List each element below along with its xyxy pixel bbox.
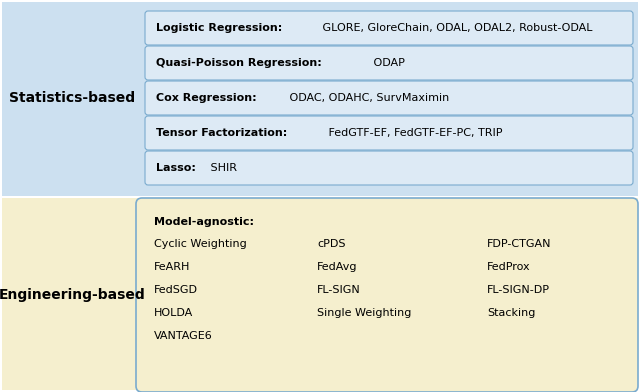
Text: Tensor Factorization:: Tensor Factorization: [156,128,287,138]
Text: FedAvg: FedAvg [317,262,358,272]
Text: Single Weighting: Single Weighting [317,308,412,318]
FancyBboxPatch shape [145,116,633,150]
Text: FL-SIGN-DP: FL-SIGN-DP [487,285,550,295]
Text: Cyclic Weighting: Cyclic Weighting [154,239,247,249]
Text: Engineering-based: Engineering-based [0,288,145,302]
Text: FeARH: FeARH [154,262,190,272]
Text: cPDS: cPDS [317,239,346,249]
FancyBboxPatch shape [145,151,633,185]
Text: FedGTF-EF, FedGTF-EF-PC, TRIP: FedGTF-EF, FedGTF-EF-PC, TRIP [325,128,503,138]
FancyBboxPatch shape [145,11,633,45]
Text: SHIR: SHIR [207,163,237,173]
Text: Lasso:: Lasso: [156,163,196,173]
Text: FDP-CTGAN: FDP-CTGAN [487,239,552,249]
Text: VANTAGE6: VANTAGE6 [154,331,212,341]
Text: Quasi-Poisson Regression:: Quasi-Poisson Regression: [156,58,322,68]
Text: GLORE, GloreChain, ODAL, ODAL2, Robust-ODAL: GLORE, GloreChain, ODAL, ODAL2, Robust-O… [319,23,593,33]
FancyBboxPatch shape [2,198,638,390]
FancyBboxPatch shape [145,81,633,115]
Text: FedProx: FedProx [487,262,531,272]
Text: FedSGD: FedSGD [154,285,198,295]
Text: ODAP: ODAP [370,58,404,68]
Text: FL-SIGN: FL-SIGN [317,285,361,295]
FancyBboxPatch shape [2,2,638,196]
Text: HOLDA: HOLDA [154,308,193,318]
FancyBboxPatch shape [145,46,633,80]
Text: ODAC, ODAHC, SurvMaximin: ODAC, ODAHC, SurvMaximin [286,93,449,103]
Text: Statistics-based: Statistics-based [9,91,135,105]
FancyBboxPatch shape [136,198,638,392]
Text: Logistic Regression:: Logistic Regression: [156,23,282,33]
Text: Cox Regression:: Cox Regression: [156,93,257,103]
Text: Model-agnostic:: Model-agnostic: [154,217,254,227]
Text: Stacking: Stacking [487,308,536,318]
